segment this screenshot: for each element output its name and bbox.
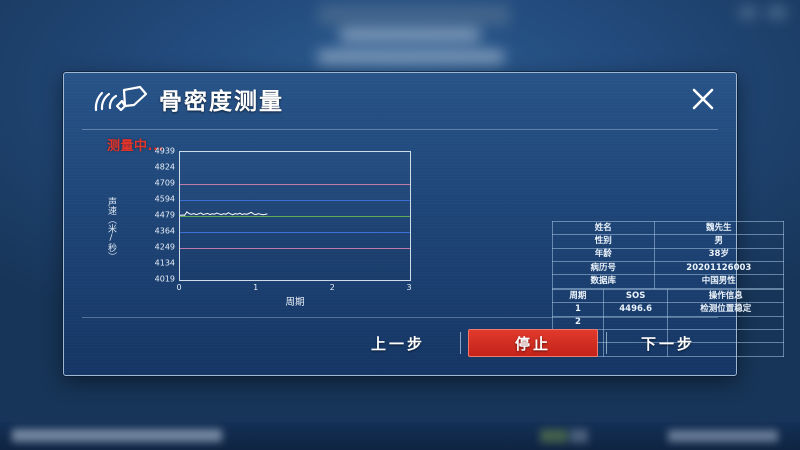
dialog-header: 骨密度测量 [64,73,736,129]
reference-line-lower-outer [180,248,410,249]
table-row: 1 4496.6 检测位置稳定 [552,302,784,317]
close-icon[interactable] [690,86,716,112]
patient-field-label: 年龄 [552,247,655,263]
footer-separator-2 [606,332,607,354]
reference-line-mean [180,216,410,217]
table-row: 2 [552,315,784,331]
background-indicator-1 [740,8,756,17]
chart-y-axis-ticks: 4939 4824 4709 4594 4479 4364 4249 4134 4019 [117,147,175,284]
results-sos-cell: 4496.6 [602,302,669,317]
background-text-line-2 [318,50,504,64]
sos-chart: 测量中... 声速（米/秒） 4939 4824 4709 4594 4479 4364 4… [84,135,434,310]
taskbar-tray-icon-1[interactable] [540,429,568,443]
table-row: 病历号 20201126003 [552,261,785,276]
table-row: 性别男 [552,234,785,249]
chart-x-tick-label: 2 [329,283,335,292]
chart-y-tick-label: 4364 [154,226,175,236]
patient-field-value: 20201126003 [653,261,785,276]
dialog-footer: 上一步 停止 下一步 [64,325,736,369]
patient-field-label: 性别 [552,234,655,249]
results-column-header: SOS [602,288,669,304]
chart-x-axis-ticks: 0 1 2 3 [176,283,412,295]
background-window-titlebar [318,4,510,26]
taskbar-right-items[interactable] [668,430,778,442]
background-text-line-1 [340,28,480,42]
header-divider [82,129,718,130]
results-cycle-cell: 1 [552,302,604,317]
results-note-cell [667,329,784,344]
chart-y-axis-title: 声速（米/秒） [106,197,116,261]
taskbar-left-items[interactable] [12,429,222,442]
stop-button[interactable]: 停止 [468,329,598,357]
table-row: 年龄 38岁 [552,247,785,263]
patient-field-label: 姓名 [552,220,655,236]
dialog-title: 骨密度测量 [159,89,284,115]
patient-field-label: 数据库 [552,274,655,289]
chart-y-tick-label: 4249 [154,242,175,252]
patient-field-value: 38岁 [653,247,785,263]
chart-y-tick-label: 4939 [154,146,175,156]
bone-density-dialog: 骨密度测量 测量中... 声速（米/秒） 4939 4824 4709 4594 447… [63,72,785,376]
chart-y-tick-label: 4019 [154,274,175,284]
chart-y-tick-label: 4479 [154,210,175,220]
chart-y-tick-label: 4709 [154,178,175,188]
results-header: 周期 SOS 操作信息 [552,288,784,304]
results-column-header: 周期 [552,288,604,304]
background-indicator-2 [768,8,786,17]
next-step-button[interactable]: 下一步 [640,334,695,353]
chart-x-tick-label: 3 [406,283,412,292]
patient-field-label: 病历号 [552,261,655,276]
sos-trace [180,211,268,216]
chart-x-tick-label: 1 [253,283,259,292]
results-column-header: 操作信息 [667,288,784,304]
measuring-status-text: 测量中... [107,139,164,154]
previous-step-button[interactable]: 上一步 [370,334,425,353]
chart-x-axis-title: 周期 [285,297,305,308]
taskbar-tray-icon-2[interactable] [570,429,588,443]
footer-separator-1 [460,332,461,354]
table-row: 周期 SOS 操作信息 [552,288,784,304]
patient-field-value: 中国男性 [653,274,785,289]
table-row: 姓名 魏先生 [552,220,785,236]
taskbar [0,422,800,450]
reference-line-upper-outer [180,184,410,185]
results-note-cell [667,342,784,357]
chart-y-tick-label: 4134 [154,258,175,268]
reference-line-upper-inner [180,200,410,201]
patient-field-value: 男 [653,234,785,249]
footer-divider [82,317,718,318]
reference-line-lower-inner [180,232,410,233]
chart-y-tick-label: 4594 [154,194,175,204]
table-row: 数据库 中国男性 [552,274,785,289]
results-note-cell: 检测位置稳定 [667,302,784,317]
results-note-cell [667,315,784,331]
patient-field-value: 魏先生 [653,220,785,236]
patient-info-body: 姓名 魏先生 性别男年龄 38岁 病历号 20201126003 数据库 中国男性 [552,220,785,289]
patient-info-table: 姓名 魏先生 性别男年龄 38岁 病历号 20201126003 数据库 中国男性 [552,220,785,289]
chart-plot-area [179,151,411,281]
ultrasound-probe-icon [94,85,148,112]
chart-x-tick-label: 0 [176,283,182,292]
chart-y-tick-label: 4824 [154,162,175,172]
